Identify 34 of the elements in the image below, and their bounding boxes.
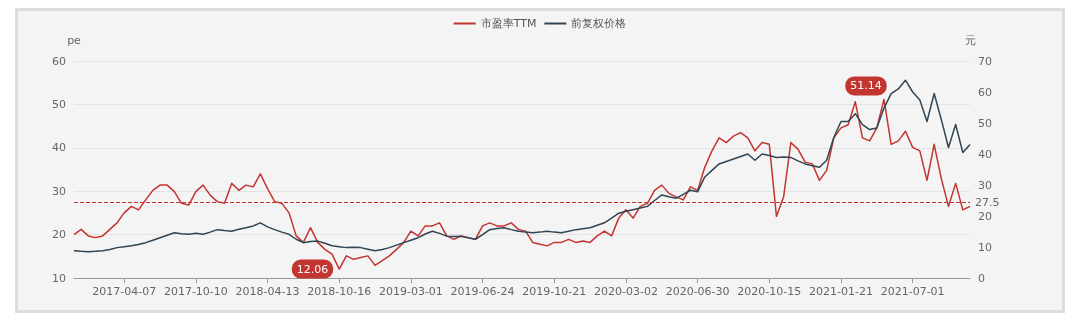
y-tick-label: 30 — [52, 184, 66, 198]
y2-axis-title: 元 — [964, 34, 976, 47]
x-tick-label: 2021-07-01 — [880, 285, 945, 298]
y2-tick-label: 0 — [978, 271, 985, 285]
x-tick-label: 2017-04-07 — [92, 285, 157, 298]
y2-tick-label: 40 — [978, 147, 992, 161]
y-axis-title: pe — [67, 34, 82, 47]
annotation: 12.06 — [296, 262, 329, 276]
x-tick-label: 2019-03-01 — [378, 285, 443, 298]
y2-tick-label: 10 — [978, 240, 992, 254]
y2-tick-label: 30 — [978, 178, 992, 192]
x-tick-label: 2017-10-10 — [163, 285, 228, 298]
y-tick-label: 50 — [52, 97, 66, 111]
y-tick-label: 20 — [52, 228, 66, 242]
line-series — [73, 79, 971, 253]
y-tick-label: 60 — [52, 54, 66, 68]
legend-label: 前复权价格 — [571, 17, 627, 30]
y-tick-label: 40 — [52, 141, 66, 155]
x-tick-label: 2018-10-16 — [307, 285, 372, 298]
y2-tick-label: 70 — [978, 54, 992, 68]
legend-label: 市盈率TTM — [480, 17, 537, 30]
annotation: 51.14 — [850, 79, 882, 93]
y-tick-label: 10 — [52, 271, 66, 285]
y2-tick-label: 60 — [978, 85, 992, 99]
y2-tick-label: 20 — [978, 209, 992, 223]
x-tick-label: 2018-04-13 — [235, 285, 300, 298]
x-tick-label: 2020-10-15 — [737, 285, 802, 298]
x-tick-label: 2019-06-24 — [450, 285, 515, 298]
x-tick-label: 2020-03-02 — [593, 285, 658, 298]
ref-line-label: 27.5 — [975, 195, 1000, 209]
x-tick-label: 2020-06-30 — [665, 285, 730, 298]
x-tick-label: 2019-10-21 — [522, 285, 587, 298]
y2-tick-label: 50 — [978, 116, 992, 130]
x-tick-label: 2021-01-21 — [809, 285, 873, 298]
